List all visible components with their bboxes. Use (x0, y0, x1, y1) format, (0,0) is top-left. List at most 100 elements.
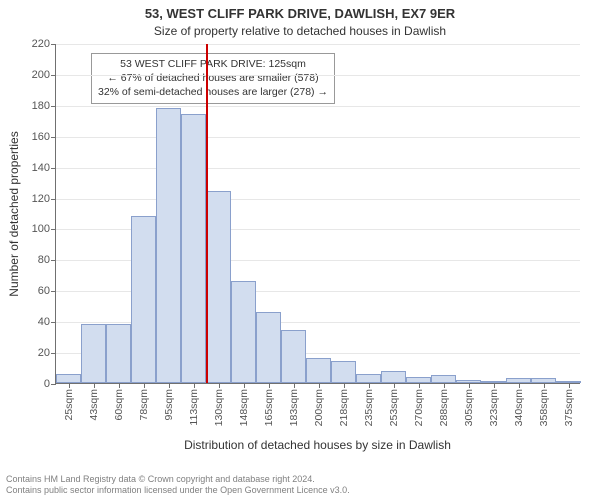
histogram-bar (356, 374, 381, 383)
xtick-mark (519, 383, 520, 388)
ytick-label: 40 (38, 316, 50, 328)
histogram-bar (206, 191, 231, 383)
footer-line: Contains public sector information licen… (6, 485, 350, 496)
ytick-label: 160 (32, 131, 50, 143)
xtick-label: 130sqm (213, 389, 225, 426)
xtick-mark (444, 383, 445, 388)
xtick-label: 200sqm (313, 389, 325, 426)
y-axis-label: Number of detached properties (7, 131, 21, 296)
ytick-mark (51, 44, 56, 45)
ytick-label: 100 (32, 223, 50, 235)
xtick-mark (244, 383, 245, 388)
ytick-mark (51, 106, 56, 107)
plot-area: 53 WEST CLIFF PARK DRIVE: 125sqm ← 67% o… (55, 44, 580, 384)
histogram-bar (56, 374, 81, 383)
xtick-label: 60sqm (113, 389, 125, 421)
histogram-bar (131, 216, 156, 383)
ytick-mark (51, 384, 56, 385)
ytick-mark (51, 137, 56, 138)
gridline (56, 44, 580, 45)
xtick-mark (544, 383, 545, 388)
ytick-label: 220 (32, 38, 50, 50)
ytick-mark (51, 322, 56, 323)
chart-title-sub: Size of property relative to detached ho… (0, 24, 600, 38)
histogram-bar (431, 375, 456, 383)
ytick-label: 60 (38, 285, 50, 297)
xtick-mark (269, 383, 270, 388)
xtick-label: 305sqm (463, 389, 475, 426)
ytick-mark (51, 199, 56, 200)
gridline (56, 168, 580, 169)
xtick-label: 25sqm (63, 389, 75, 421)
xtick-label: 43sqm (88, 389, 100, 421)
xtick-label: 270sqm (413, 389, 425, 426)
histogram-bar (106, 324, 131, 383)
annotation-line: 32% of semi-detached houses are larger (… (98, 85, 328, 99)
ytick-mark (51, 168, 56, 169)
xtick-label: 358sqm (538, 389, 550, 426)
xtick-label: 253sqm (388, 389, 400, 426)
xtick-mark (419, 383, 420, 388)
histogram-bar (231, 281, 256, 383)
xtick-label: 323sqm (488, 389, 500, 426)
ytick-label: 80 (38, 254, 50, 266)
histogram-bar (156, 108, 181, 383)
xtick-label: 235sqm (363, 389, 375, 426)
histogram-bar (331, 361, 356, 383)
ytick-label: 0 (44, 378, 50, 390)
xtick-label: 183sqm (288, 389, 300, 426)
xtick-label: 375sqm (563, 389, 575, 426)
xtick-mark (319, 383, 320, 388)
reference-line (206, 44, 208, 383)
xtick-label: 95sqm (163, 389, 175, 421)
ytick-mark (51, 75, 56, 76)
xtick-mark (369, 383, 370, 388)
histogram-chart: 53, WEST CLIFF PARK DRIVE, DAWLISH, EX7 … (0, 0, 600, 500)
xtick-mark (194, 383, 195, 388)
footer-line: Contains HM Land Registry data © Crown c… (6, 474, 350, 485)
x-axis-label: Distribution of detached houses by size … (55, 438, 580, 452)
xtick-label: 218sqm (338, 389, 350, 426)
xtick-mark (394, 383, 395, 388)
ytick-label: 200 (32, 69, 50, 81)
xtick-mark (94, 383, 95, 388)
gridline (56, 199, 580, 200)
xtick-label: 148sqm (238, 389, 250, 426)
histogram-bar (306, 358, 331, 383)
xtick-mark (344, 383, 345, 388)
gridline (56, 137, 580, 138)
ytick-label: 140 (32, 162, 50, 174)
histogram-bar (181, 114, 206, 383)
gridline (56, 75, 580, 76)
xtick-mark (144, 383, 145, 388)
histogram-bar (281, 330, 306, 383)
ytick-mark (51, 229, 56, 230)
ytick-mark (51, 353, 56, 354)
ytick-label: 120 (32, 193, 50, 205)
xtick-mark (294, 383, 295, 388)
annotation-line: 53 WEST CLIFF PARK DRIVE: 125sqm (98, 57, 328, 71)
xtick-label: 340sqm (513, 389, 525, 426)
xtick-mark (119, 383, 120, 388)
xtick-label: 78sqm (138, 389, 150, 421)
xtick-label: 113sqm (188, 389, 200, 426)
xtick-mark (69, 383, 70, 388)
annotation-line: ← 67% of detached houses are smaller (57… (98, 71, 328, 85)
attribution-footer: Contains HM Land Registry data © Crown c… (6, 474, 350, 497)
xtick-label: 165sqm (263, 389, 275, 426)
histogram-bar (256, 312, 281, 383)
histogram-bar (81, 324, 106, 383)
xtick-mark (494, 383, 495, 388)
xtick-mark (569, 383, 570, 388)
xtick-label: 288sqm (438, 389, 450, 426)
ytick-label: 180 (32, 100, 50, 112)
xtick-mark (219, 383, 220, 388)
chart-title-main: 53, WEST CLIFF PARK DRIVE, DAWLISH, EX7 … (0, 6, 600, 21)
histogram-bar (381, 371, 406, 383)
xtick-mark (469, 383, 470, 388)
annotation-box: 53 WEST CLIFF PARK DRIVE: 125sqm ← 67% o… (91, 53, 335, 104)
gridline (56, 106, 580, 107)
ytick-mark (51, 291, 56, 292)
ytick-label: 20 (38, 347, 50, 359)
xtick-mark (169, 383, 170, 388)
